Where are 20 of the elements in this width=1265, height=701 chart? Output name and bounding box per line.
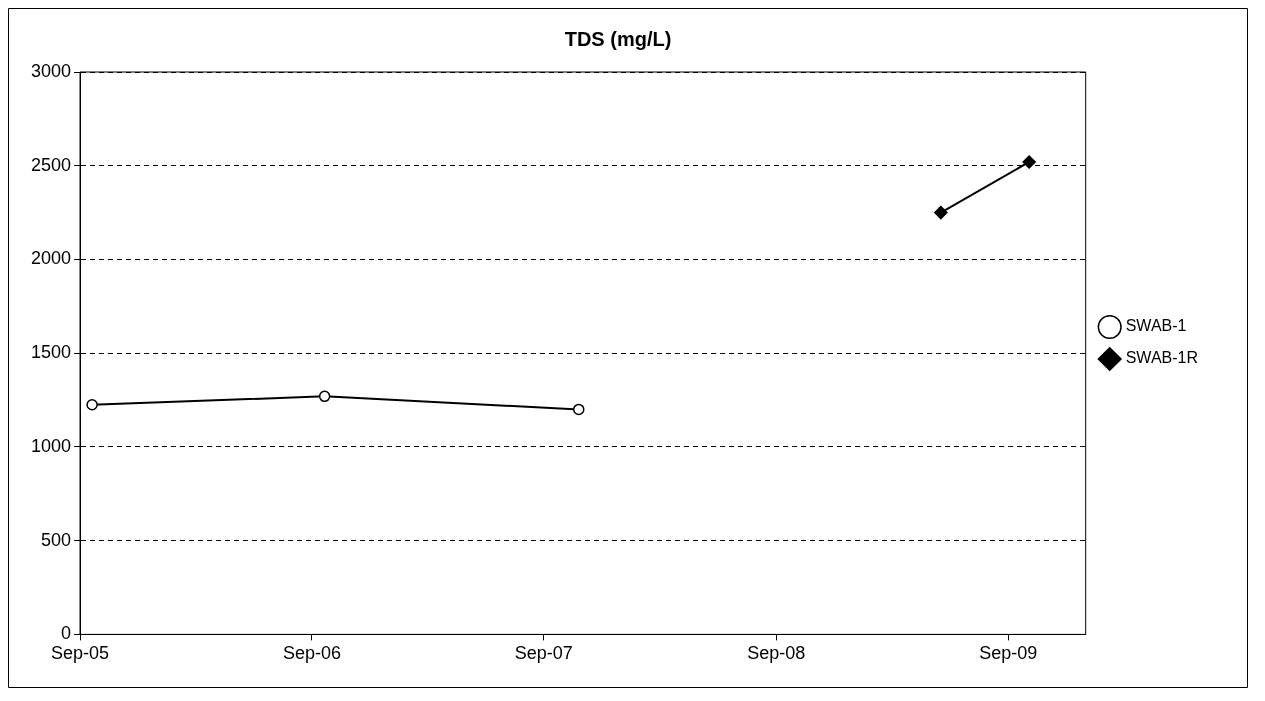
point [86, 399, 98, 411]
y-tick-label: 1000 [31, 435, 72, 456]
legend-label: SWAB-1 [1125, 317, 1187, 335]
point [572, 403, 585, 416]
point [1022, 155, 1036, 169]
y-tick-label: 500 [41, 529, 72, 550]
point [318, 390, 331, 403]
y-tick-label: 3000 [31, 60, 72, 81]
y-tick-label: 2000 [31, 248, 72, 269]
x-tick-label: Sep-05 [51, 643, 110, 664]
chart-title: TDS (mg/L) [564, 27, 672, 50]
y-tick-label: 0 [61, 623, 72, 644]
x-tick-label: Sep-09 [979, 643, 1038, 664]
y-tick-label: 1500 [31, 342, 72, 363]
x-tick-label: Sep-08 [747, 643, 806, 664]
y-tick-label: 2500 [31, 154, 72, 175]
legend-label: SWAB-1R [1125, 349, 1199, 367]
x-tick-label: Sep-06 [282, 643, 341, 664]
x-tick-label: Sep-07 [514, 643, 573, 664]
point [934, 205, 948, 220]
